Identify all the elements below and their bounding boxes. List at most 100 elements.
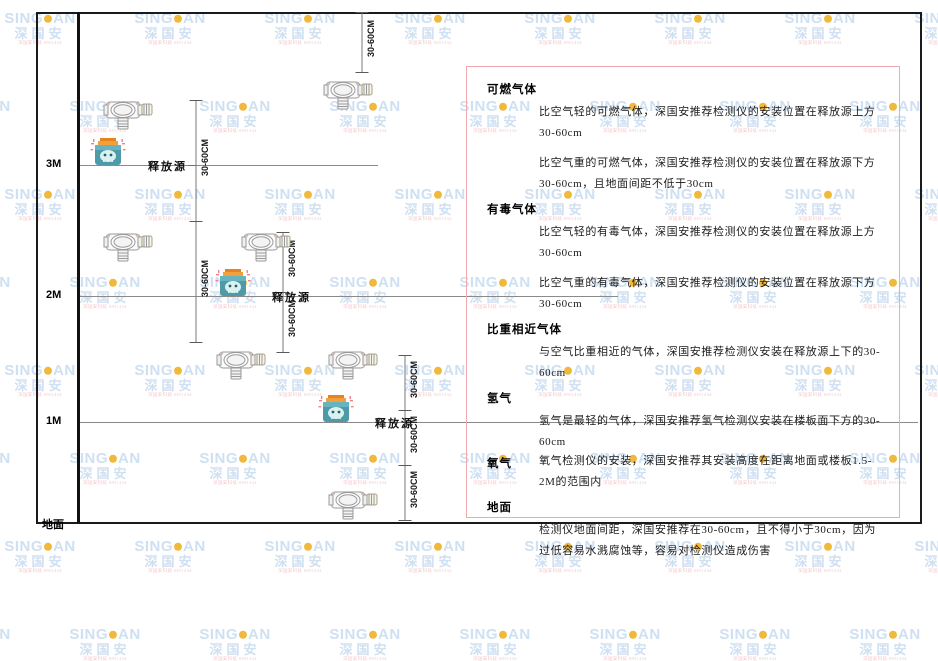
watermark-subtext: 深国安科技·0851434 xyxy=(928,567,938,573)
panel-paragraph: 比空气轻的有毒气体，深国安推荐检测仪的安装位置在释放源上方30-60cm xyxy=(539,226,876,259)
release-source xyxy=(318,392,354,431)
watermark-chinese: 深国安 xyxy=(0,291,29,304)
watermark-subtext: 深国安科技·0851434 xyxy=(213,655,257,661)
level-line-2m xyxy=(78,296,618,297)
watermark-subtext: 深国安科技·0851434 xyxy=(798,567,842,573)
watermark-chinese: 深国安 xyxy=(0,467,29,480)
release-source-icon xyxy=(90,138,126,165)
dimension-line xyxy=(397,355,413,521)
watermark-dot xyxy=(109,630,117,639)
gas-detector xyxy=(325,340,381,389)
dimension-tick xyxy=(398,520,412,521)
dimension-tick xyxy=(189,342,203,343)
dimension-tick xyxy=(276,292,290,293)
panel-section-heading: 地面 xyxy=(487,502,512,514)
panel-paragraph: 与空气比重相近的气体，深国安推荐检测仪安装在释放源上下的30-60cm xyxy=(539,346,881,379)
gas-detector-icon xyxy=(216,351,266,380)
watermark-chinese: 深国安 xyxy=(14,553,66,569)
watermark-subtext: 深国安科技·0851434 xyxy=(83,655,127,661)
panel-section: 氧气 氧气检测仪的安装，深国安推荐其安装高度在距离地面或楼板1.5-2M的范围内 xyxy=(481,455,885,493)
gas-detector-icon xyxy=(103,101,153,130)
release-source xyxy=(215,266,251,305)
release-source xyxy=(90,135,126,174)
watermark-dot xyxy=(759,630,767,639)
panel-section-heading: 氧气 xyxy=(487,458,512,470)
panel-paragraph: 比空气轻的可燃气体，深国安推荐检测仪的安装位置在释放源上方30-60cm xyxy=(539,106,876,139)
panel-section: 氢气 氢气是最轻的气体，深国安推荐氢气检测仪安装在楼板面下方的30-60cm xyxy=(481,390,885,453)
dimension-tick xyxy=(355,72,369,73)
dimension-stem xyxy=(361,12,363,72)
diagram-frame xyxy=(36,12,922,524)
watermark-chinese: 深国安 xyxy=(144,553,196,569)
gas-detector xyxy=(238,222,294,271)
watermark-subtext: 深国安科技·0851434 xyxy=(343,655,387,661)
release-source-label: 释放源 xyxy=(375,418,414,430)
dimension-line xyxy=(188,100,204,343)
panel-paragraph: 比空气重的可燃气体，深国安推荐检测仪的安装位置在释放源下方30-60cm，且地面… xyxy=(539,157,876,190)
gas-detector-icon xyxy=(323,81,373,110)
dimension-label: 30-60CM xyxy=(200,138,210,176)
watermark-subtext: 深国安科技·0851434 xyxy=(733,655,777,661)
axis-tick-label-3m: 3M xyxy=(46,158,62,170)
panel-section-heading: 可燃气体 xyxy=(487,84,537,96)
watermark-chinese: 深国安 xyxy=(924,553,938,569)
axis-tick-label-2m: 2M xyxy=(46,289,62,301)
release-source-icon xyxy=(318,395,354,422)
watermark-chinese: 深国安 xyxy=(274,553,326,569)
watermark-subtext: 深国安科技·0851434 xyxy=(0,129,29,134)
panel-section: 可燃气体 比空气轻的可燃气体，深国安推荐检测仪的安装位置在释放源上方30-60cm… xyxy=(481,81,885,195)
panel-paragraph: 氧气检测仪的安装，深国安推荐其安装高度在距离地面或楼板1.5-2M的范围内 xyxy=(539,455,873,488)
vertical-axis xyxy=(77,12,80,524)
gas-detector xyxy=(320,70,376,119)
watermark-subtext: 深国安科技·0851434 xyxy=(148,567,192,573)
watermark-chinese: 深国安 xyxy=(0,115,29,128)
watermark-dot xyxy=(369,630,377,639)
gas-detector xyxy=(100,90,156,139)
dimension-label: 30-60CM xyxy=(200,259,210,297)
gas-detector xyxy=(100,222,156,271)
watermark-chinese: 深国安 xyxy=(339,641,391,657)
watermark-chinese: 深国安 xyxy=(859,641,911,657)
watermark-subtext: 深国安科技·0851434 xyxy=(0,305,29,310)
watermark-subtext: 深国安科技·0851434 xyxy=(473,655,517,661)
dimension-tick xyxy=(276,352,290,353)
level-line-1m xyxy=(78,422,918,423)
dimension-label: 30-60CM xyxy=(287,300,297,338)
watermark-subtext: 深国安科技·0851434 xyxy=(0,657,29,661)
dimension-label: 30-60CM xyxy=(366,20,376,58)
release-source-label: 释放源 xyxy=(148,161,187,173)
watermark-dot xyxy=(629,630,637,639)
release-source-icon xyxy=(215,269,251,296)
watermark-subtext: 深国安科技·0851434 xyxy=(278,567,322,573)
level-line-3m xyxy=(78,165,378,166)
watermark-chinese: 深国安 xyxy=(469,641,521,657)
watermark-dot xyxy=(304,542,312,551)
watermark-subtext: 深国安科技·0851434 xyxy=(668,567,712,573)
info-panel: 可燃气体 比空气轻的可燃气体，深国安推荐检测仪的安装位置在释放源上方30-60cm… xyxy=(466,66,900,557)
panel-paragraph: 氢气是最轻的气体，深国安推荐氢气检测仪安装在楼板面下方的30-60cm xyxy=(539,415,881,448)
dimension-tick xyxy=(276,232,290,233)
watermark-chinese: 深国安 xyxy=(729,641,781,657)
